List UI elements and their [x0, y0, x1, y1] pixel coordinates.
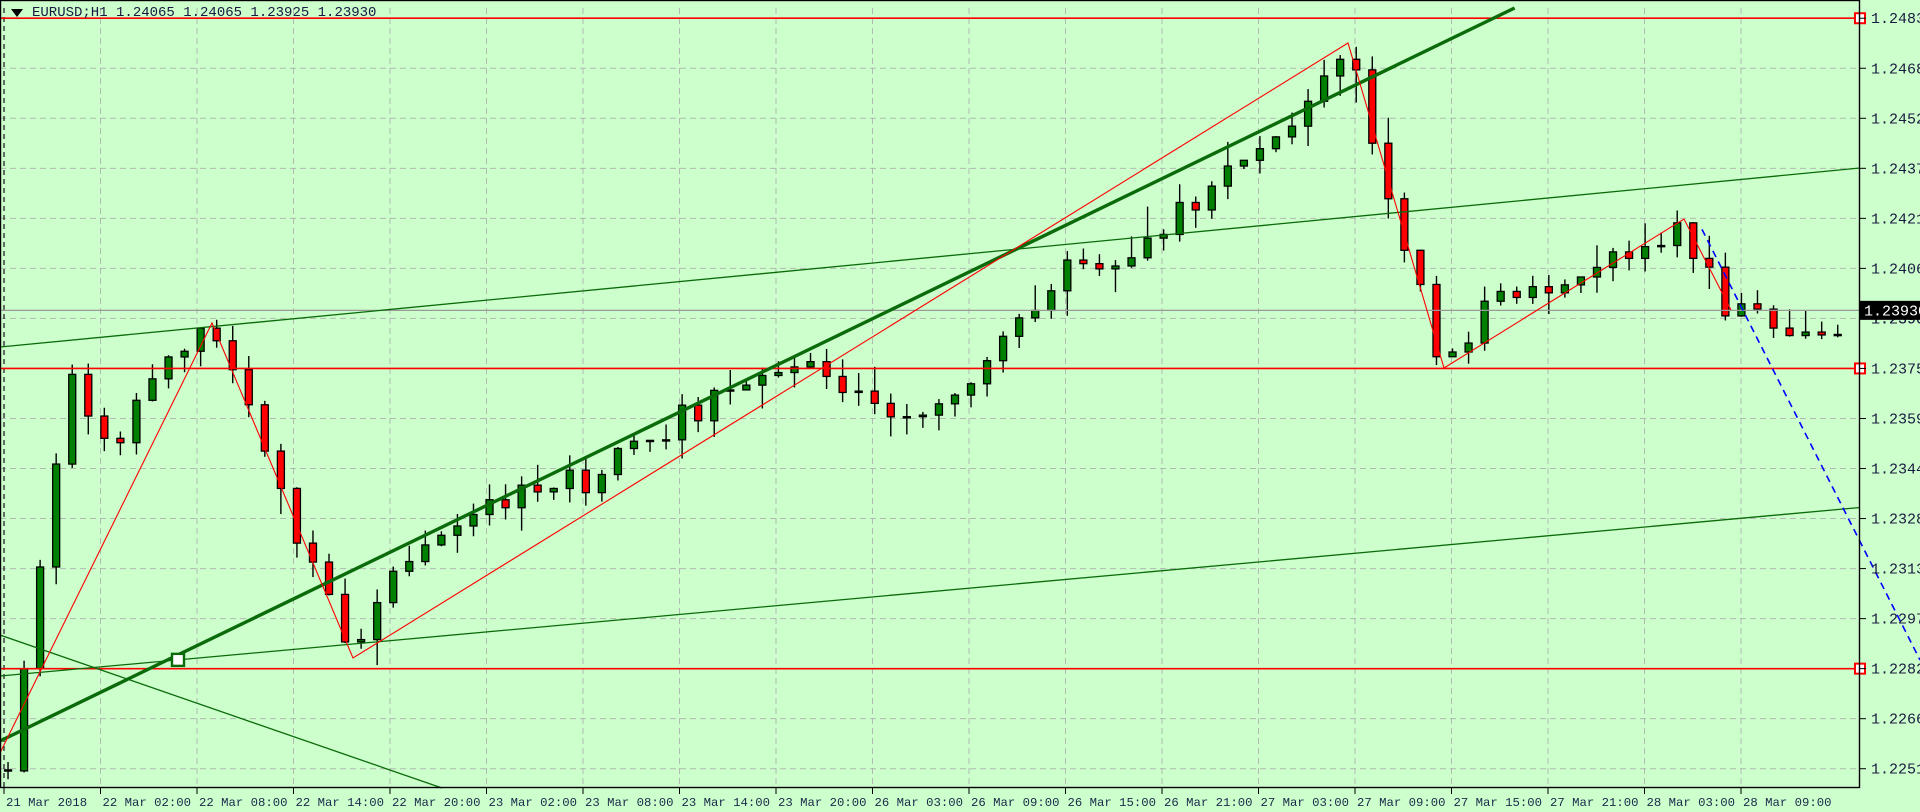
svg-text:1.24835: 1.24835 — [1871, 11, 1920, 28]
svg-text:27 Mar 21:00: 27 Mar 21:00 — [1550, 796, 1639, 810]
svg-text:28 Mar 03:00: 28 Mar 03:00 — [1647, 796, 1736, 810]
svg-text:22 Mar 20:00: 22 Mar 20:00 — [392, 796, 481, 810]
svg-text:1.24370: 1.24370 — [1871, 161, 1920, 178]
svg-text:22 Mar 02:00: 22 Mar 02:00 — [103, 796, 192, 810]
svg-text:23 Mar 14:00: 23 Mar 14:00 — [682, 796, 771, 810]
svg-text:27 Mar 03:00: 27 Mar 03:00 — [1261, 796, 1350, 810]
svg-text:1.24680: 1.24680 — [1871, 61, 1920, 78]
svg-text:26 Mar 15:00: 26 Mar 15:00 — [1068, 796, 1157, 810]
svg-text:1.23440: 1.23440 — [1871, 462, 1920, 479]
svg-text:23 Mar 02:00: 23 Mar 02:00 — [489, 796, 578, 810]
svg-text:1.22510: 1.22510 — [1871, 762, 1920, 779]
svg-text:1.24525: 1.24525 — [1871, 111, 1920, 128]
svg-text:22 Mar 14:00: 22 Mar 14:00 — [296, 796, 385, 810]
svg-text:28 Mar 09:00: 28 Mar 09:00 — [1743, 796, 1832, 810]
svg-text:1.24060: 1.24060 — [1871, 261, 1920, 278]
svg-text:1.22820: 1.22820 — [1871, 662, 1920, 679]
svg-text:EURUSD;H1 1.24065 1.24065 1.2: EURUSD;H1 1.24065 1.24065 1.23925 1.2393… — [32, 5, 376, 21]
svg-text:1.23930: 1.23930 — [1864, 303, 1920, 320]
svg-text:26 Mar 09:00: 26 Mar 09:00 — [971, 796, 1060, 810]
svg-text:22 Mar 08:00: 22 Mar 08:00 — [199, 796, 288, 810]
svg-text:26 Mar 21:00: 26 Mar 21:00 — [1164, 796, 1253, 810]
svg-text:1.22975: 1.22975 — [1871, 612, 1920, 629]
svg-text:1.22665: 1.22665 — [1871, 712, 1920, 729]
svg-text:23 Mar 20:00: 23 Mar 20:00 — [778, 796, 867, 810]
svg-text:1.24215: 1.24215 — [1871, 211, 1920, 228]
svg-text:1.23595: 1.23595 — [1871, 411, 1920, 428]
svg-text:27 Mar 09:00: 27 Mar 09:00 — [1357, 796, 1446, 810]
svg-text:27 Mar 15:00: 27 Mar 15:00 — [1454, 796, 1543, 810]
svg-text:26 Mar 03:00: 26 Mar 03:00 — [875, 796, 964, 810]
svg-text:1.23130: 1.23130 — [1871, 562, 1920, 579]
svg-text:1.23750: 1.23750 — [1871, 361, 1920, 378]
svg-text:21 Mar 2018: 21 Mar 2018 — [6, 796, 87, 810]
svg-text:1.23285: 1.23285 — [1871, 512, 1920, 529]
svg-text:23 Mar 08:00: 23 Mar 08:00 — [585, 796, 674, 810]
